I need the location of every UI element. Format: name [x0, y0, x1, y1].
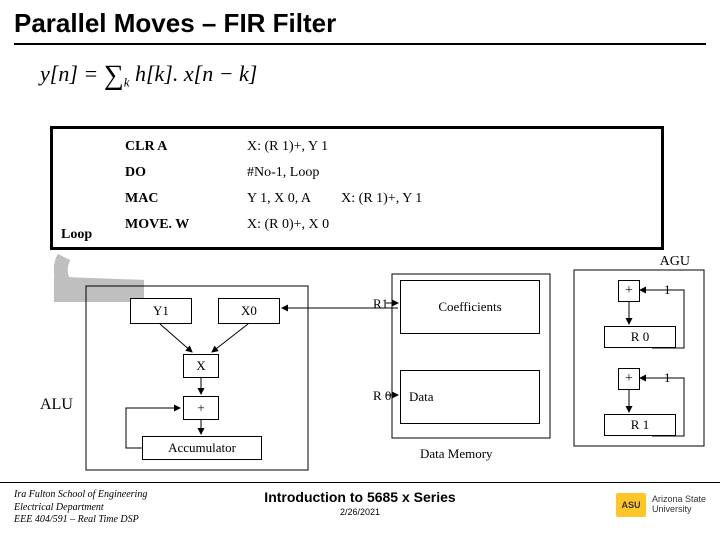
formula: y[n] = ∑k h[k]. x[n − k] [40, 60, 257, 92]
footer-line: EEE 404/591 – Real Time DSP [14, 514, 147, 527]
code-mnemonic: DO [125, 161, 245, 185]
r1-ptr-label: R1 [373, 296, 388, 312]
code-row: CLR A X: (R 1)+, Y 1 [125, 135, 432, 159]
title-rule [14, 43, 706, 45]
code-args2: X: (R 1)+, Y 1 [341, 187, 432, 211]
add-box: + [183, 396, 219, 420]
r0-reg-box: R 0 [604, 326, 676, 348]
footer-line: Electrical Department [14, 502, 147, 515]
accumulator-box: Accumulator [142, 436, 262, 460]
footer-line: Ira Fulton School of Engineering [14, 489, 147, 502]
one-top: 1 [664, 282, 671, 298]
code-mnemonic: MAC [125, 187, 245, 211]
code-args2 [341, 213, 432, 237]
coeff-box: Coefficients [400, 280, 540, 334]
formula-rhs: h[k]. x[n − k] [135, 61, 257, 86]
code-row: MAC Y 1, X 0, A X: (R 1)+, Y 1 [125, 187, 432, 211]
code-row: DO #No-1, Loop [125, 161, 432, 185]
code-args: X: (R 0)+, X 0 [247, 213, 339, 237]
footer-logo: ASU Arizona State University [616, 493, 706, 517]
sigma-sub: k [124, 74, 130, 89]
y1-box: Y1 [130, 298, 192, 324]
asu-text: Arizona State University [652, 495, 706, 515]
code-args2 [341, 161, 432, 185]
data-memory-label: Data Memory [420, 446, 493, 462]
footer-date: 2/26/2021 [264, 507, 455, 517]
loop-label: Loop [61, 227, 92, 243]
code-mnemonic: MOVE. W [125, 213, 245, 237]
formula-lhs: y[n] = [40, 61, 104, 86]
diagram-area: AGU Y1 X0 X + Accumulator ALU Coefficien… [0, 270, 720, 480]
footer-center: Introduction to 5685 x Series 2/26/2021 [264, 489, 455, 517]
footer-intro: Introduction to 5685 x Series [264, 489, 455, 505]
slide-title: Parallel Moves – FIR Filter [0, 0, 720, 43]
agu-plus-bottom: + [618, 368, 640, 390]
code-row: MOVE. W X: (R 0)+, X 0 [125, 213, 432, 237]
code-args: Y 1, X 0, A [247, 187, 339, 211]
asu-badge-icon: ASU [616, 493, 646, 517]
code-listing-box: CLR A X: (R 1)+, Y 1 DO #No-1, Loop MAC … [50, 126, 664, 250]
agu-label: AGU [660, 254, 690, 270]
code-args2 [341, 135, 432, 159]
code-table: CLR A X: (R 1)+, Y 1 DO #No-1, Loop MAC … [123, 133, 434, 239]
r0-ptr-label: R 0 [373, 388, 391, 404]
r1-reg-box: R 1 [604, 414, 676, 436]
sigma-icon: ∑ [104, 60, 124, 92]
mult-box: X [183, 354, 219, 378]
code-args: #No-1, Loop [247, 161, 339, 185]
footer: Ira Fulton School of Engineering Electri… [0, 482, 720, 540]
alu-label: ALU [40, 396, 73, 414]
x0-box: X0 [218, 298, 280, 324]
data-box: Data [400, 370, 540, 424]
code-mnemonic: CLR A [125, 135, 245, 159]
code-args: X: (R 1)+, Y 1 [247, 135, 339, 159]
one-bottom: 1 [664, 370, 671, 386]
agu-plus-top: + [618, 280, 640, 302]
footer-left: Ira Fulton School of Engineering Electri… [14, 489, 147, 527]
asu-text-2: University [652, 505, 706, 515]
